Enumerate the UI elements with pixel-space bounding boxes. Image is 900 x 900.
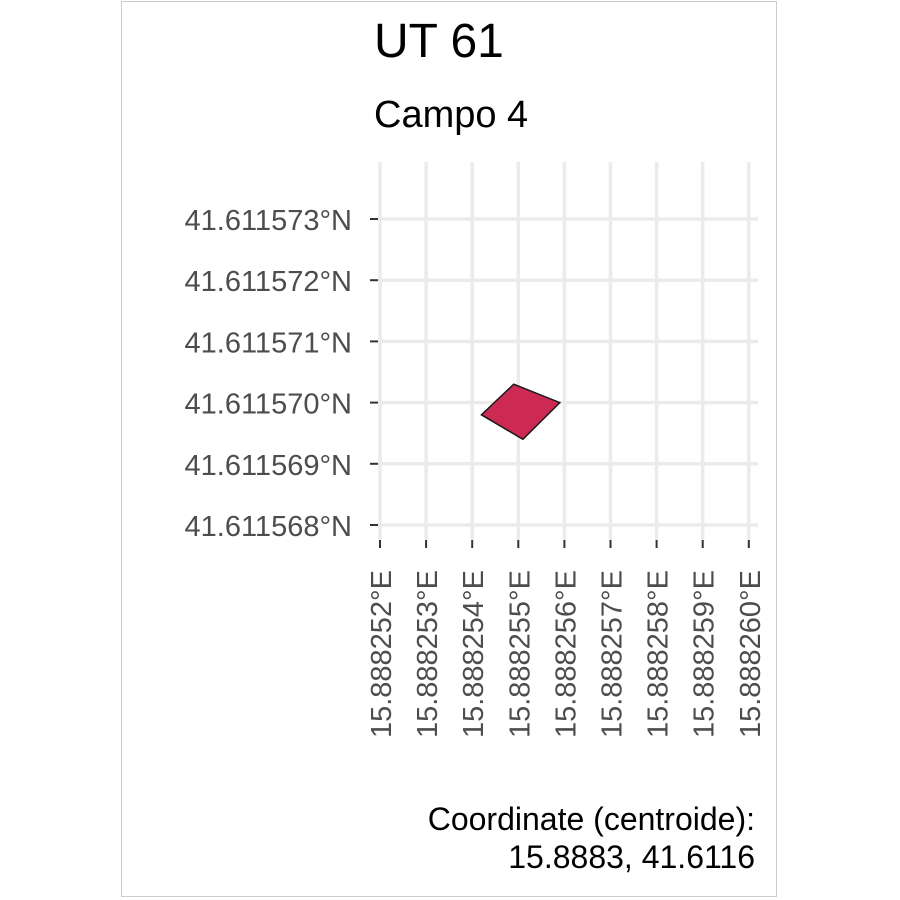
x-tick-label: 15.888257°E <box>597 570 629 738</box>
x-tick-label: 15.888252°E <box>366 570 398 738</box>
y-tick-label: 41.611569°N <box>185 450 352 482</box>
polygon-layer <box>480 383 562 441</box>
x-axis-ticks: 15.888252°E 15.888253°E 15.888254°E 15.8882… <box>366 570 767 738</box>
map-title: UT 61 <box>374 15 504 68</box>
y-tick-label: 41.611568°N <box>185 511 352 543</box>
x-tick-label: 15.888253°E <box>412 570 444 738</box>
y-tick-label: 41.611573°N <box>185 205 352 237</box>
x-tick-label: 15.888260°E <box>735 570 767 738</box>
x-tick-label: 15.888255°E <box>504 570 536 738</box>
x-tick-label: 15.888258°E <box>643 570 675 738</box>
centroid-caption: Coordinate (centroide): 15.8883, 41.6116 <box>428 800 755 877</box>
y-tick-label: 41.611570°N <box>185 389 352 421</box>
map-panel <box>121 1 777 897</box>
caption-line-1: Coordinate (centroide): <box>427 801 755 837</box>
x-tick-label: 15.888256°E <box>550 570 582 738</box>
y-tick-label: 41.611571°N <box>185 327 352 359</box>
parcel-polygon <box>480 383 562 441</box>
y-axis-ticks: 41.611573°N 41.611572°N 41.611571°N 41.6115… <box>185 205 352 543</box>
x-tick-label: 15.888259°E <box>689 570 721 738</box>
y-tick-label: 41.611572°N <box>185 266 352 298</box>
map-subtitle: Campo 4 <box>374 94 529 136</box>
x-tick-label: 15.888254°E <box>458 570 490 738</box>
caption-line-2: 15.8883, 41.6116 <box>508 839 755 876</box>
grid <box>370 162 758 548</box>
